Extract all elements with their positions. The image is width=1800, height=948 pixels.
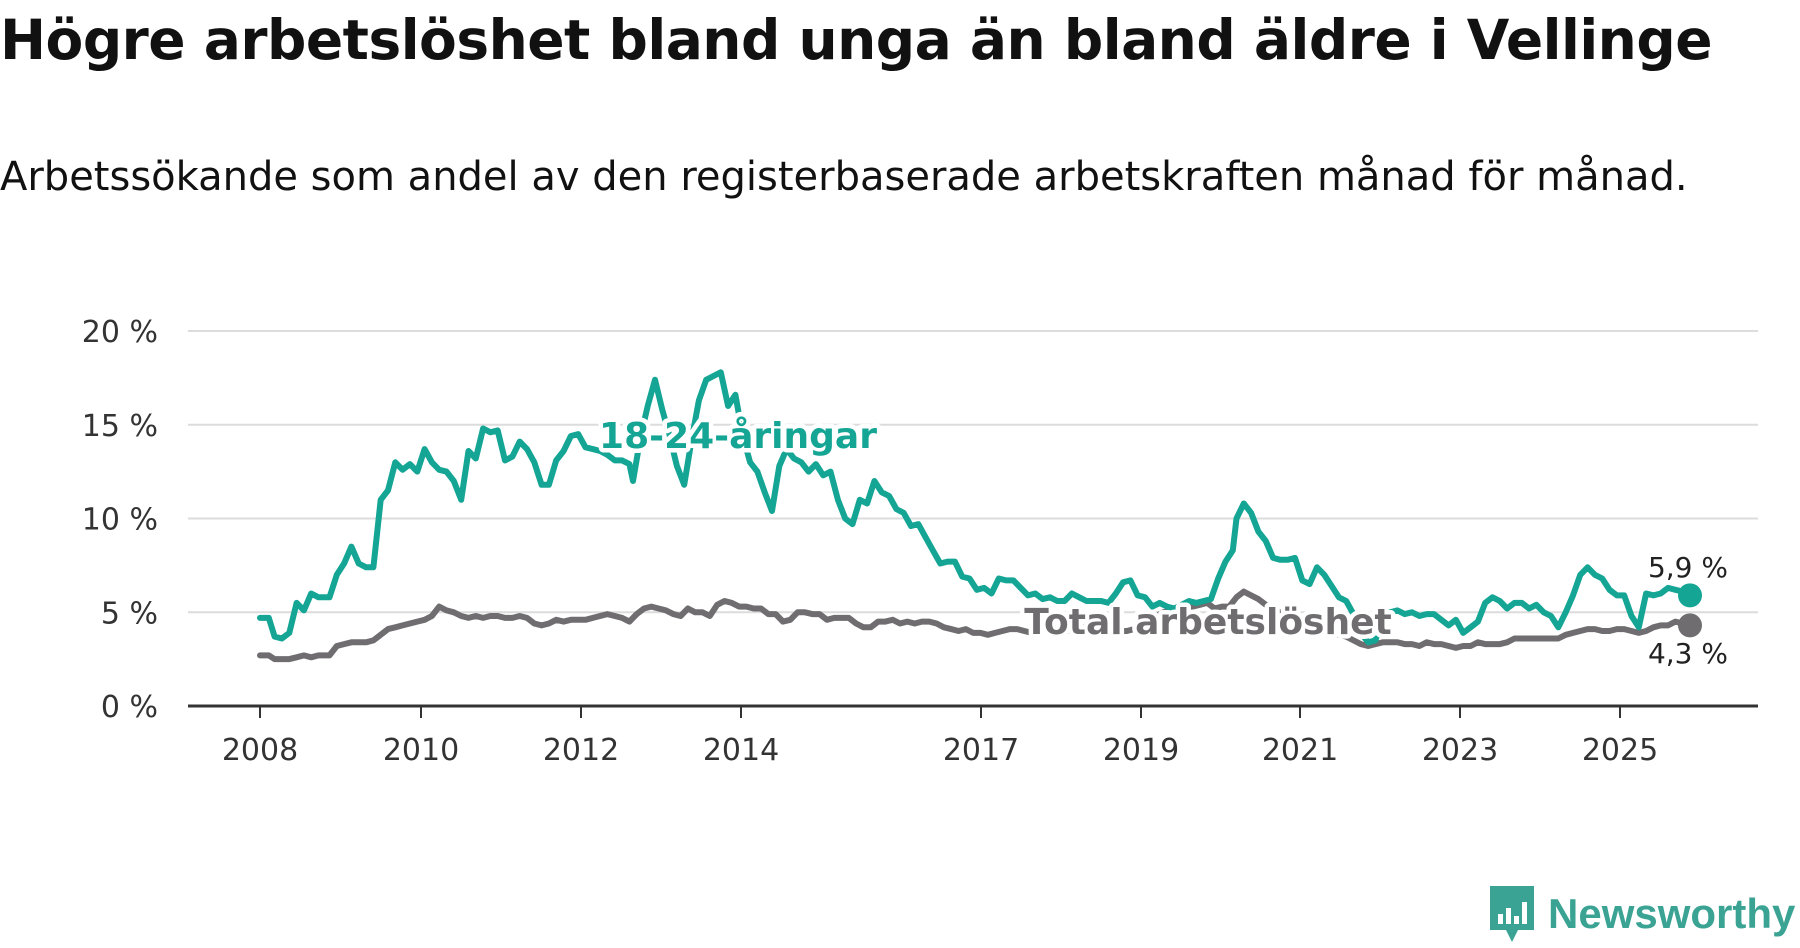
- y-tick-label: 10 %: [82, 503, 158, 538]
- series-end-dot-total: [1678, 613, 1702, 638]
- series-label-youth: 18-24-åringar: [599, 416, 877, 457]
- x-tick-label: 2017: [943, 733, 1019, 768]
- series-end-dot-youth: [1678, 583, 1702, 608]
- series-line-total: [257, 588, 1693, 663]
- x-tick-label: 2012: [543, 733, 619, 768]
- x-tick-label: 2019: [1103, 733, 1179, 768]
- newsworthy-logo-icon: [1490, 886, 1534, 942]
- brand-name: Newsworthy: [1548, 890, 1796, 937]
- y-tick-label: 15 %: [82, 409, 158, 444]
- x-tick-label: 2021: [1262, 733, 1338, 768]
- series-label-total: Total arbetslöshet: [1024, 602, 1392, 643]
- series-line-youth: [257, 369, 1693, 646]
- y-tick-label: 0 %: [101, 690, 158, 725]
- chart-title: Högre arbetslöshet bland unga än bland ä…: [0, 8, 1713, 72]
- y-tick-label: 5 %: [101, 596, 158, 631]
- brand-logo: Newsworthy: [1488, 884, 1795, 944]
- end-value-label-total: 4,3 %: [1648, 637, 1728, 670]
- x-tick-label: 2023: [1422, 733, 1498, 768]
- x-tick-label: 2014: [703, 733, 779, 768]
- chart-subtitle: Arbetssökande som andel av den registerb…: [0, 154, 1688, 200]
- x-tick-label: 2008: [222, 733, 298, 768]
- y-tick-label: 20 %: [82, 315, 158, 350]
- x-tick-label: 2025: [1582, 733, 1658, 768]
- x-tick-label: 2010: [383, 733, 459, 768]
- end-value-label-youth: 5,9 %: [1648, 551, 1728, 584]
